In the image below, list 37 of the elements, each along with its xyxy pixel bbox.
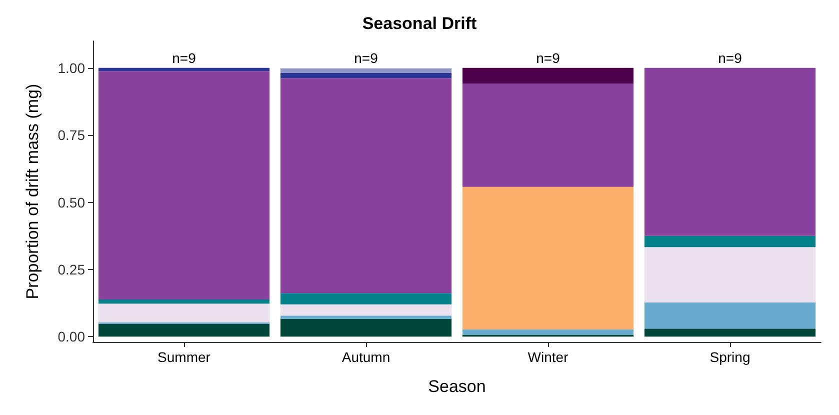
bar (98, 68, 270, 72)
x-tick-label: Summer (158, 349, 211, 365)
chart-title: Seasonal Drift (362, 14, 477, 33)
bar (462, 329, 634, 335)
bar (644, 236, 816, 248)
bar (280, 78, 452, 294)
bar (462, 83, 634, 187)
bar (280, 304, 452, 316)
x-tick-label: Spring (710, 349, 750, 365)
annotation: n=9 (536, 50, 560, 66)
bar (644, 68, 816, 236)
bar (644, 328, 816, 337)
y-tick-label: 1.00 (58, 60, 86, 76)
annotation: n=9 (354, 50, 378, 66)
y-tick-label: 0.50 (58, 194, 86, 210)
bar (462, 186, 634, 330)
x-tick-label: Winter (528, 349, 569, 365)
bar (98, 304, 270, 322)
bar (98, 71, 270, 300)
annotation: n=9 (172, 50, 196, 66)
y-tick-label: 0.25 (58, 261, 86, 278)
y-tick-label: 0.00 (58, 328, 86, 345)
x-axis-title: Season (428, 377, 486, 396)
bar (462, 68, 634, 84)
x-tick-label: Autumn (342, 349, 390, 365)
bar (280, 293, 452, 304)
y-axis-title: Proportion of drift mass (mg) (23, 84, 42, 300)
bar (280, 316, 452, 319)
bar (98, 324, 270, 337)
y-tick-label: 0.75 (58, 127, 86, 144)
bar (644, 302, 816, 329)
annotation: n=9 (718, 50, 742, 66)
bar (280, 68, 452, 73)
bar (98, 300, 270, 304)
bar (280, 318, 452, 337)
bar (644, 247, 816, 302)
bar (280, 72, 452, 78)
